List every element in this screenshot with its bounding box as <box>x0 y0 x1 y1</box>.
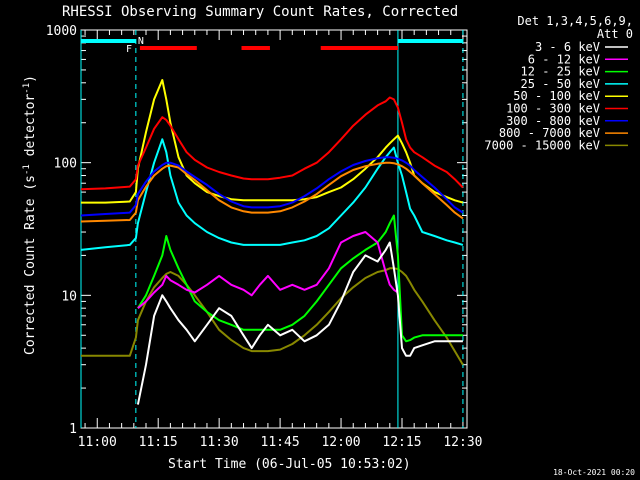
series-line-6-12keV <box>137 231 399 309</box>
y-axis-label-end: ) <box>23 75 38 83</box>
x-tick-label: 11:00 <box>78 435 117 450</box>
legend-label: 3 - 6 keV <box>535 40 600 54</box>
series-line-3-6keV <box>136 241 463 405</box>
series-line-300-800keV <box>80 156 464 217</box>
x-tick-label: 12:30 <box>443 435 482 450</box>
series-line-800-7000keV <box>80 161 464 223</box>
y-tick-label: 100 <box>54 157 77 172</box>
night-marker-label: N <box>138 36 144 47</box>
legend-label: 100 - 300 keV <box>506 102 600 116</box>
y-axis-label: Corrected Count Rate (s-1 detector-1) <box>22 75 38 355</box>
x-tick-label: 12:15 <box>382 435 421 450</box>
x-tick-label: 12:00 <box>321 435 360 450</box>
y-axis-label-sup1: -1 <box>22 164 32 175</box>
legend-label: 800 - 7000 keV <box>499 126 600 140</box>
legend-header-attenuator: Att 0 <box>597 27 633 41</box>
y-axis-label-sup2: -1 <box>22 83 32 94</box>
series-line-100-300keV <box>80 96 464 191</box>
legend-label: 25 - 50 keV <box>521 77 600 91</box>
series-line-7000-15000keV <box>81 267 464 366</box>
footer-timestamp: 18-Oct-2021 00:20 <box>553 468 635 477</box>
flare-marker-label: F <box>126 44 132 55</box>
x-tick-label: 11:45 <box>261 435 300 450</box>
legend-label: 6 - 12 keV <box>528 52 600 66</box>
y-tick-label: 1 <box>69 422 77 437</box>
legend-label: 7000 - 15000 keV <box>484 138 600 152</box>
series-line-25-50keV <box>80 138 464 251</box>
y-axis-label-mid: detector <box>23 94 38 165</box>
y-tick-label: 1000 <box>46 24 77 39</box>
time-guides: NF <box>80 30 464 428</box>
chart-title: RHESSI Observing Summary Count Rates, Co… <box>62 4 458 20</box>
series-lines <box>80 79 464 405</box>
legend-label: 300 - 800 keV <box>506 114 600 128</box>
x-tick-label: 11:15 <box>139 435 178 450</box>
x-axis-ticks: 11:00 11:15 11:30 11:45 12:00 12:15 12:30 <box>78 30 483 450</box>
series-line-50-100keV <box>81 79 464 204</box>
y-axis-label-start: Corrected Count Rate (s <box>23 175 38 355</box>
legend-label: 50 - 100 keV <box>513 89 600 103</box>
legend-label: 12 - 25 keV <box>521 65 600 79</box>
x-axis-label: Start Time (06-Jul-05 10:53:02) <box>168 457 411 472</box>
y-tick-label: 10 <box>61 289 77 304</box>
x-tick-label: 11:30 <box>200 435 239 450</box>
series-line-12-25keV <box>137 214 463 343</box>
legend-header-detectors: Det 1,3,4,5,6,9, <box>517 14 633 28</box>
